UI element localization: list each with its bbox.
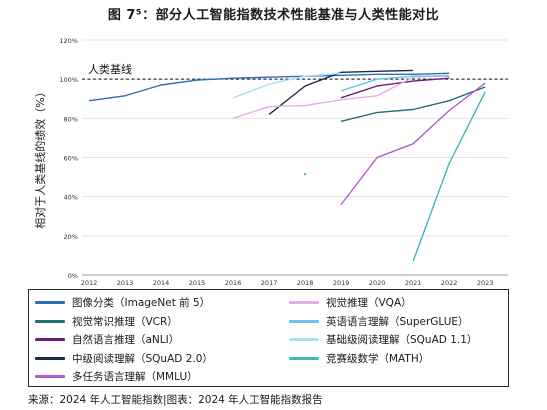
legend-item: 多任务语言理解（MMLU） — [35, 368, 198, 385]
legend-item: 自然语言推理（aNLI） — [35, 331, 179, 348]
legend-swatch — [35, 301, 65, 304]
series-line — [340, 86, 486, 122]
x-tick-label: 2020 — [369, 279, 386, 287]
legend-swatch — [289, 301, 319, 304]
series-line — [232, 74, 450, 119]
series-line — [412, 91, 486, 262]
x-tick-label: 2015 — [189, 279, 206, 287]
legend-item: 图像分类（ImageNet 前 5） — [35, 294, 210, 311]
legend-label: 图像分类（ImageNet 前 5） — [72, 297, 211, 309]
legend-item: 竞赛级数学（MATH） — [289, 350, 429, 367]
legend-label: 自然语言推理（aNLI） — [72, 334, 180, 347]
legend-swatch — [289, 319, 319, 323]
legend-item: 视觉推理（VQA） — [289, 294, 412, 311]
y-tick-label: 40% — [64, 194, 78, 202]
source-note: 来源：2024 年人工智能指数|图表：2024 年人工智能指数报告 — [28, 394, 323, 406]
series-line — [268, 69, 414, 115]
y-tick-label: 0% — [68, 272, 78, 280]
legend-swatch — [35, 319, 65, 323]
legend-label: 视觉推理（VQA） — [326, 297, 412, 309]
legend-label: 视觉常识推理（VCR） — [72, 315, 178, 328]
x-tick-label: 2018 — [297, 279, 314, 287]
line-chart: 0% 20% 40% 60% 80% 100% 120% 2012 2013 2014 2015 20… — [33, 37, 508, 287]
x-tick-label: 2014 — [153, 279, 170, 287]
legend-item: 基础级阅读理解（SQuAD 1.1） — [289, 331, 477, 348]
series-point — [303, 172, 307, 176]
series-line — [88, 72, 450, 102]
legend-label: 中级阅读理解（SQuAD 2.0） — [72, 352, 213, 365]
human-baseline-label: 人类基线 — [88, 62, 132, 76]
x-tick-label: 2023 — [477, 279, 494, 287]
x-tick-label: 2016 — [225, 279, 242, 287]
x-tick-label: 2021 — [405, 279, 422, 287]
x-tick-label: 2012 — [81, 279, 98, 287]
legend-swatch — [35, 338, 65, 342]
x-tick-label: 2017 — [261, 279, 278, 287]
legend-swatch — [35, 375, 65, 379]
legend-swatch — [289, 338, 319, 342]
legend-label: 英语语言理解（SuperGLUE） — [326, 315, 469, 328]
chart-legend: 图像分类（ImageNet 前 5） 视觉常识推理（VCR） 自然语言推理（aNLI… — [28, 289, 509, 387]
legend-swatch — [289, 356, 319, 360]
y-tick-label: 80% — [64, 115, 78, 123]
series-line — [232, 72, 342, 99]
legend-swatch — [35, 356, 65, 360]
y-tick-label: 60% — [64, 155, 78, 163]
x-tick-label: 2019 — [333, 279, 350, 287]
legend-item: 视觉常识推理（VCR） — [35, 313, 178, 330]
chart-title: 图 7⁵：部分人工智能指数技术性能基准与人类性能对比 — [107, 8, 440, 23]
series-line — [340, 82, 486, 205]
legend-label: 竞赛级数学（MATH） — [326, 352, 430, 365]
y-tick-label: 100% — [59, 76, 78, 84]
legend-label: 多任务语言理解（MMLU） — [72, 371, 198, 384]
series-line — [340, 75, 450, 92]
legend-item: 英语语言理解（SuperGLUE） — [289, 313, 469, 330]
legend-item: 中级阅读理解（SQuAD 2.0） — [35, 350, 213, 367]
y-tick-label: 20% — [64, 233, 78, 241]
x-tick-label: 2013 — [117, 279, 134, 287]
x-tick-label: 2022 — [441, 279, 458, 287]
y-axis-label: 相对于人类基线的绩效（%） — [33, 86, 47, 228]
series-line — [340, 77, 450, 99]
y-tick-label: 120% — [59, 37, 78, 45]
legend-label: 基础级阅读理解（SQuAD 1.1） — [326, 334, 478, 347]
